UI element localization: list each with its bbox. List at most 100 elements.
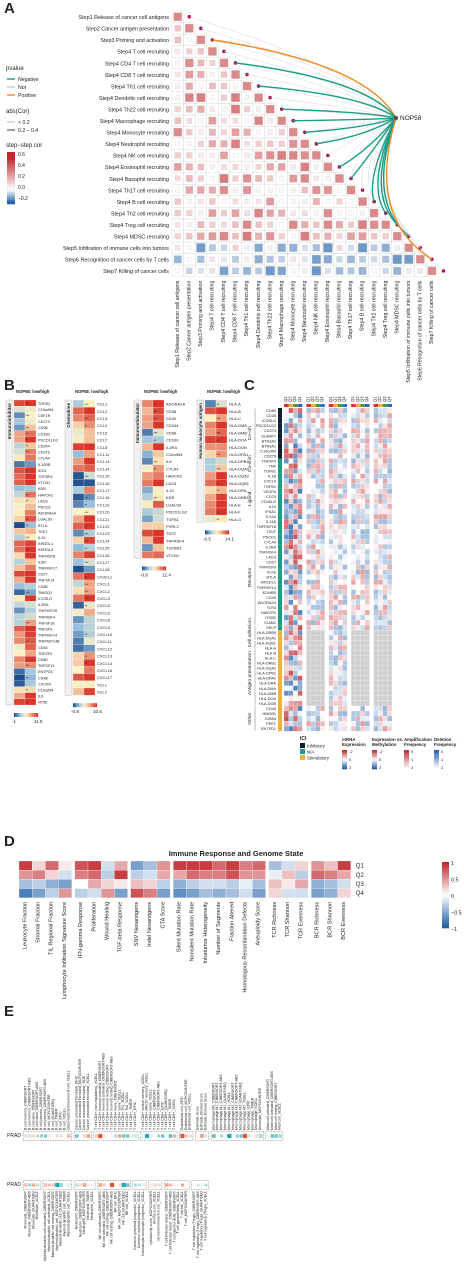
colorbar-segment: [214, 530, 216, 535]
cell: [297, 589, 303, 595]
cell: [306, 483, 312, 489]
col-label: Granulocyte-monocyte progenitor_XCELL: [141, 1191, 145, 1256]
cell: [310, 513, 316, 520]
cell: [355, 478, 361, 484]
cell: [283, 680, 289, 686]
cell: [288, 423, 294, 429]
cell: [283, 579, 289, 585]
cell: [283, 539, 289, 545]
cor-square: [371, 256, 378, 263]
col-label: T cell CD8+_XCELL: [172, 1099, 176, 1130]
cell: [288, 549, 294, 555]
cell-high: [24, 625, 37, 632]
link-significant: [339, 117, 397, 168]
cor-square: [231, 139, 240, 149]
cell-low: [72, 543, 85, 552]
cell-low: [13, 527, 26, 535]
gene-label: CCL25: [97, 546, 110, 551]
cell: [360, 407, 366, 414]
cell: [311, 879, 325, 889]
colorbar-segment: [91, 703, 93, 708]
cell: [337, 599, 343, 606]
cell: [382, 574, 388, 580]
cor-square: [196, 35, 206, 45]
cor-square: [255, 221, 262, 228]
cell: [306, 554, 312, 560]
cell: [351, 412, 356, 419]
cell: [333, 604, 339, 611]
cor-square: [279, 187, 284, 193]
cell: [387, 549, 393, 555]
cell: [382, 599, 388, 606]
cell: [310, 544, 316, 550]
cor-square: [174, 152, 181, 159]
col-label: Myeloid dendritic cell_TIMER: [63, 1191, 67, 1237]
gene-label: CXCL17: [97, 675, 113, 680]
cor-square: [323, 220, 333, 229]
cell: [315, 473, 321, 479]
cor-square: [221, 106, 227, 112]
cell: [288, 599, 294, 606]
cor-square: [381, 220, 390, 229]
cor-square: [277, 163, 286, 171]
cell: [378, 412, 383, 419]
col-label: Monocyte_MCPCOUNTER: [258, 1087, 262, 1130]
cell: [337, 407, 343, 414]
group-box: [23, 1131, 72, 1141]
cell: [378, 614, 383, 621]
col-label: T cell CD8+_TIMER: [168, 1098, 172, 1130]
ici-strip: [278, 675, 282, 681]
colorbar-segment: [7, 162, 15, 165]
colorbar-tick: 1: [451, 861, 454, 867]
cell: [283, 513, 289, 520]
col-label: Estimate Immune Score: [203, 1093, 207, 1130]
group-header: NOP58: low/high: [144, 389, 178, 394]
gene-label: BTN3A1: [262, 444, 276, 448]
gene-label: CCL3: [97, 416, 108, 421]
cell: [293, 428, 298, 434]
cell: [373, 599, 379, 606]
cor-square: [265, 266, 275, 276]
cell: [351, 584, 356, 590]
cell-high: [24, 509, 37, 516]
col-label-step: Step4 Macrophage recruiting: [279, 281, 285, 348]
cell: [297, 574, 303, 580]
col-label: Homologous Recombination Defects: [242, 902, 248, 993]
gene-label: CXCL3: [97, 596, 111, 601]
block-title: Immunoinhibitor: [7, 403, 12, 439]
cor-square: [210, 176, 215, 181]
cell: [310, 478, 316, 484]
cell: [255, 1134, 258, 1138]
cor-square: [233, 83, 238, 89]
cell: [382, 438, 388, 444]
colorbar-segment: [434, 759, 439, 762]
colorbar-segment: [154, 566, 156, 571]
ici-strip: [278, 650, 282, 656]
colorbar-tick: -2: [349, 749, 353, 754]
cell: [283, 443, 289, 449]
cell: [337, 614, 343, 621]
gene-label: TNFRSF9: [259, 566, 276, 570]
cor-square: [185, 82, 193, 90]
col-label-step: Step4 Treg cell recruiting: [383, 281, 389, 338]
gene-label: TNFRSF4: [38, 615, 55, 619]
cell: [306, 665, 312, 671]
ici-strip: [278, 604, 282, 610]
cor-square: [289, 243, 298, 252]
cell-low: [13, 418, 26, 425]
cell: [328, 574, 334, 580]
cell: [382, 620, 388, 626]
cell: [333, 564, 339, 570]
cor-square: [325, 199, 331, 204]
cell-high: [24, 564, 37, 571]
cell: [297, 463, 303, 469]
gene-label: CD276: [38, 451, 50, 455]
cell: [387, 443, 393, 449]
gene-label: CXCL13: [97, 654, 113, 659]
cell-low: [72, 399, 85, 408]
col-header: Q3: [292, 396, 297, 402]
cor-square: [337, 187, 342, 193]
cell: [320, 700, 325, 707]
legend-item-ici: Inhibitory: [307, 744, 326, 749]
cell: [297, 564, 303, 570]
